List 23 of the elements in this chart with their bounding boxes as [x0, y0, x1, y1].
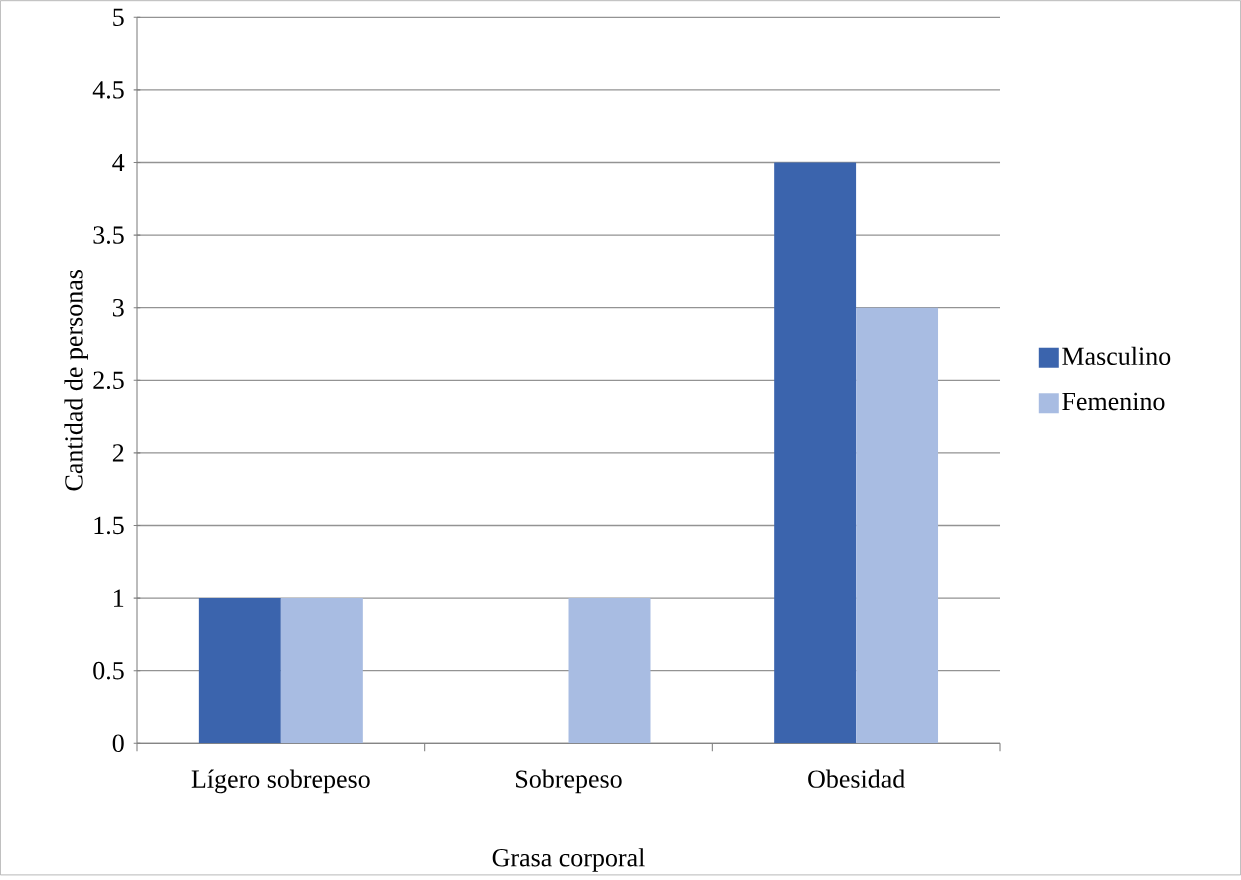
- y-tick-label: 0.5: [93, 661, 124, 680]
- y-tick-label: 2.5: [93, 371, 124, 389]
- bar: [568, 597, 651, 744]
- y-tick-label: 3.5: [93, 226, 124, 244]
- bar: [856, 307, 939, 744]
- y-tick-label: 1: [114, 589, 124, 607]
- y-tick-label: 4.5: [92, 80, 124, 99]
- x-axis-title: Grasa corporal: [492, 847, 645, 872]
- legend-label: Femenino: [1062, 392, 1165, 410]
- y-tick-label: 4: [112, 153, 125, 171]
- y-tick-label: 2: [112, 444, 124, 462]
- bar: [198, 597, 281, 744]
- x-tick-label: Obesidad: [808, 769, 905, 788]
- bar: [280, 597, 363, 744]
- y-tick-label: 1.5: [94, 516, 124, 535]
- y-tick-label: 3: [112, 298, 124, 317]
- y-tick-label: 0: [112, 734, 124, 752]
- y-tick-label: 5: [113, 8, 124, 26]
- y-axis-title: Cantidad de personas: [64, 269, 88, 491]
- x-tick-label: Sobrepeso: [516, 769, 622, 793]
- bar: [774, 162, 857, 744]
- legend-label: Masculino: [1062, 346, 1171, 365]
- x-tick-label: Lígero sobrepeso: [191, 769, 370, 794]
